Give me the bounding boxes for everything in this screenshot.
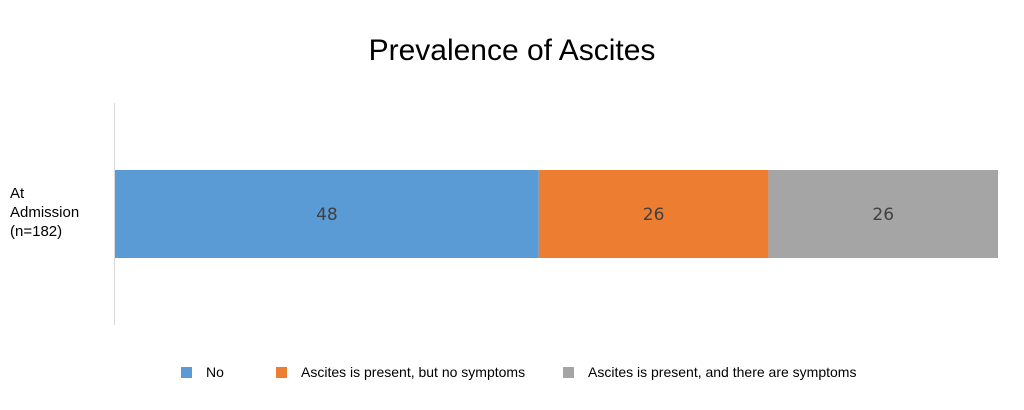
- legend-swatch-1: [181, 367, 192, 378]
- bar-segment-3: [768, 170, 998, 258]
- legend-label-2: Ascites is present, but no symptoms: [301, 364, 525, 380]
- bar-segment-2: [538, 170, 769, 258]
- legend-swatch-2: [276, 367, 287, 378]
- data-label-1: 48: [316, 205, 338, 225]
- bar-segment-1: [115, 170, 539, 258]
- legend-label-3: Ascites is present, and there are sympto…: [588, 364, 856, 380]
- category-label-line-3: (n=182): [10, 223, 62, 240]
- data-label-2: 26: [643, 205, 665, 225]
- category-label: At Admission (n=182): [10, 185, 83, 240]
- chart-title: Prevalence of Ascites: [369, 34, 656, 67]
- legend-label-1: No: [206, 364, 224, 380]
- legend-swatch-3: [563, 367, 574, 378]
- data-label-3: 26: [872, 205, 894, 225]
- bar-segments: 48 26 26: [115, 170, 998, 258]
- category-label-line-1: At: [10, 185, 25, 202]
- category-label-line-2: Admission: [10, 204, 79, 221]
- legend: No Ascites is present, but no symptoms Asc…: [181, 364, 856, 380]
